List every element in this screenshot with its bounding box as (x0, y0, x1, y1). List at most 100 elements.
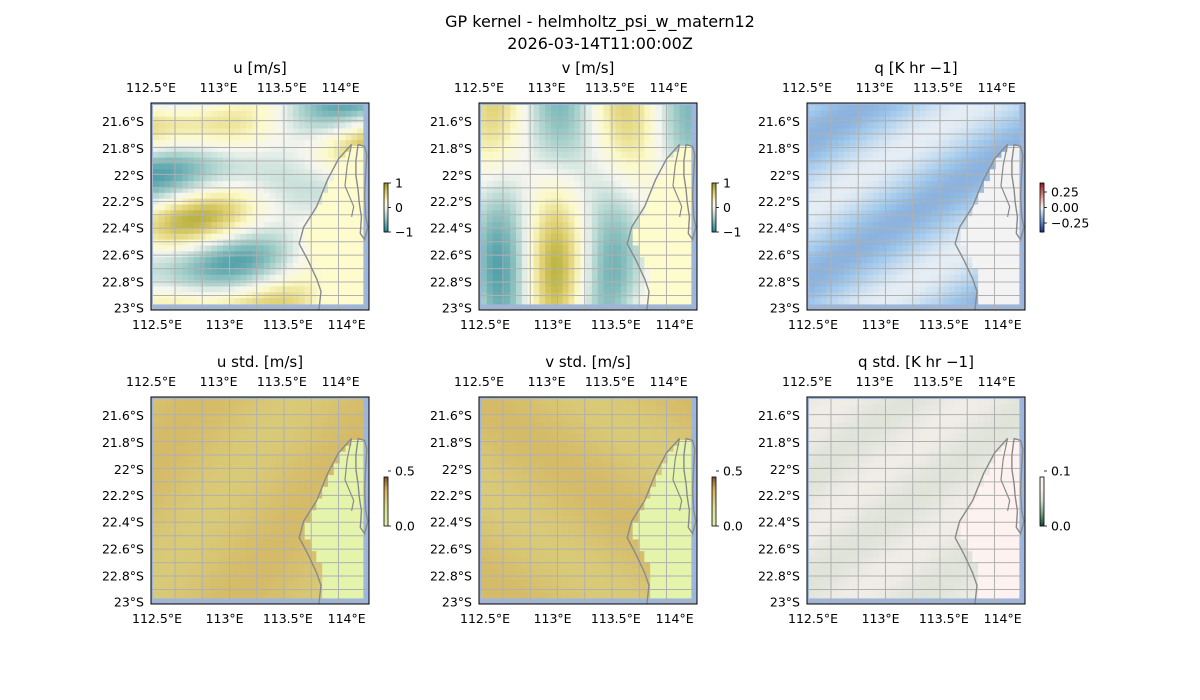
heatmap-cell (176, 263, 183, 270)
heatmap-cell (914, 163, 921, 170)
heatmap-cell (568, 151, 575, 159)
heatmap-cell (908, 286, 915, 293)
heatmap-cell (211, 263, 218, 270)
heatmap-cell (632, 110, 639, 118)
heatmap-cell (188, 545, 195, 552)
heatmap-cell (246, 227, 253, 235)
heatmap-cell (263, 110, 271, 118)
heatmap-cell (188, 140, 195, 147)
heatmap-cell (673, 122, 680, 129)
heatmap-cell (844, 192, 851, 200)
heatmap-cell (322, 233, 329, 241)
heatmap-cell (890, 263, 897, 270)
colorbar-tick-label: −1 (723, 225, 741, 240)
heatmap-cell (638, 192, 645, 200)
heatmap-cell (217, 480, 224, 488)
heatmap-cell (586, 286, 593, 293)
heatmap-cell (621, 181, 628, 188)
heatmap-cell (298, 239, 306, 246)
heatmap-cell (844, 204, 851, 211)
heatmap-cell (568, 286, 575, 293)
heatmap-cell (673, 216, 680, 223)
heatmap-cell (861, 181, 868, 188)
heatmap-cell (293, 410, 300, 417)
heatmap-cell (873, 280, 880, 287)
heatmap-cell (838, 227, 845, 235)
heatmap-cell (263, 257, 271, 264)
heatmap-cell (1001, 105, 1008, 112)
heatmap-cell (287, 422, 294, 429)
heatmap-cell (966, 227, 973, 235)
heatmap-cell (650, 216, 657, 223)
heatmap-cell (673, 128, 680, 135)
heatmap-cell (240, 216, 247, 223)
heatmap-cell (188, 516, 195, 523)
heatmap-cell (826, 286, 833, 293)
heatmap-cell (228, 504, 236, 511)
heatmap-cell (914, 204, 921, 211)
heatmap-cell (153, 457, 160, 464)
heatmap-cell (182, 134, 189, 141)
heatmap-cell (626, 274, 634, 281)
heatmap-cell (217, 298, 224, 305)
heatmap-cell (193, 498, 201, 505)
heatmap-cell (234, 181, 241, 188)
heatmap-cell (591, 181, 599, 188)
heatmap-cell (188, 422, 195, 429)
heatmap-cell (621, 286, 628, 293)
heatmap-cell (234, 163, 241, 170)
heatmap-cell (626, 239, 634, 246)
heatmap-cell (188, 274, 195, 281)
heatmap-cell (925, 233, 932, 241)
heatmap-cell (551, 163, 558, 170)
heatmap-cell (949, 175, 956, 182)
heatmap-cell (931, 298, 938, 305)
heatmap-cell (943, 110, 950, 118)
heatmap-cell (310, 416, 317, 423)
heatmap-cell (521, 175, 529, 182)
heatmap-cell (328, 128, 335, 135)
heatmap-cell (310, 105, 317, 112)
heatmap-cell (223, 116, 230, 123)
heatmap-cell (481, 286, 488, 293)
heatmap-cell (199, 128, 206, 135)
heatmap-cell (170, 480, 177, 488)
heatmap-cell (498, 186, 505, 194)
heatmap-cell (328, 263, 335, 270)
heatmap-cell (287, 439, 294, 447)
heatmap-cell (861, 210, 868, 217)
heatmap-cell (205, 169, 212, 176)
heatmap-cell (158, 551, 166, 558)
heatmap-cell (322, 410, 329, 417)
heatmap-cell (293, 116, 300, 123)
heatmap-cell (211, 210, 218, 217)
heatmap-cell (989, 105, 997, 112)
heatmap-cell (252, 227, 259, 235)
heatmap-cell (269, 122, 276, 129)
heatmap-cell (316, 527, 323, 535)
heatmap-cell (252, 298, 259, 305)
heatmap-cell (925, 210, 932, 217)
heatmap-cell (826, 105, 833, 112)
heatmap-cell (551, 110, 558, 118)
heatmap-cell (217, 286, 224, 293)
heatmap-cell (252, 122, 259, 129)
heatmap-cell (252, 533, 259, 540)
heatmap-cell (884, 145, 892, 153)
heatmap-cell (574, 122, 581, 129)
heatmap-cell (908, 274, 915, 281)
heatmap-cell (890, 233, 897, 241)
heatmap-cell (357, 410, 364, 417)
heatmap-cell (908, 210, 915, 217)
heatmap-cell (240, 568, 247, 575)
heatmap-cell (1007, 134, 1014, 141)
heatmap-cell (316, 545, 323, 552)
heatmap-cell (164, 533, 171, 540)
heatmap-cell (193, 521, 201, 529)
heatmap-cell (164, 175, 171, 182)
heatmap-cell (568, 239, 575, 246)
heatmap-cell (304, 140, 311, 147)
heatmap-cell (914, 257, 921, 264)
lon-tick-label-bottom: 113°E (206, 317, 244, 332)
heatmap-cell (234, 239, 241, 246)
